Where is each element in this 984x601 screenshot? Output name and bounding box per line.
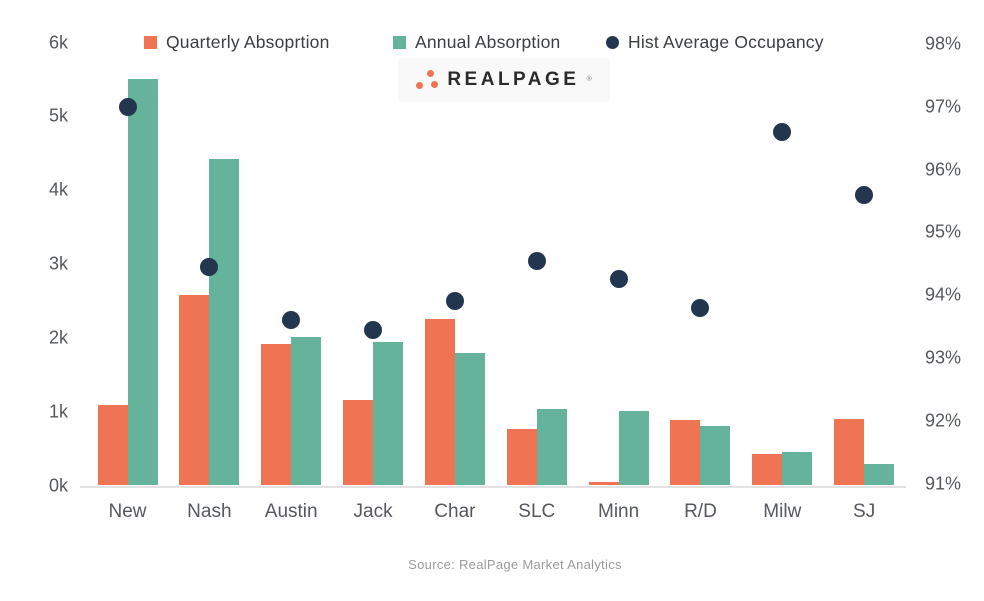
bar-annual-new	[127, 79, 158, 486]
dot-occupancy-milw	[773, 122, 792, 141]
x-label-slc: SLC	[518, 501, 556, 522]
y-axis-left-tick-0k: 0k	[48, 475, 68, 495]
x-label-milw: Milw	[763, 501, 802, 522]
bar-quarterly-minn	[588, 481, 619, 486]
legend-item-quarterly-absorption: Quarterly Absoprtion	[144, 31, 330, 53]
hist-occupancy-dot-icon	[606, 35, 619, 49]
dot-occupancy-austin	[282, 311, 301, 330]
y-axis-right-tick-98-: 98%	[925, 33, 962, 54]
bar-annual-milw	[782, 452, 813, 486]
dot-occupancy-slc	[527, 251, 546, 270]
realpage-logo-text: REALPAGE	[447, 69, 580, 90]
bar-quarterly-milw	[752, 453, 783, 486]
y-axis-left-tick-4k: 4k	[48, 179, 68, 200]
bar-annual-austin	[291, 337, 322, 486]
y-axis-left-tick-2k: 2k	[48, 327, 68, 348]
bar-quarterly-char	[424, 318, 455, 486]
y-axis-right-tick-91-: 91%	[925, 473, 962, 493]
source-note: Source: RealPage Market Analytics	[408, 557, 622, 572]
bar-annual-minn	[618, 410, 649, 486]
dot-occupancy-char	[445, 292, 464, 311]
legend-item-annual-absorption: Annual Absorption	[393, 31, 560, 53]
x-label-r-d: R/D	[684, 501, 717, 522]
y-axis-right-tick-93-: 93%	[925, 347, 962, 368]
dot-occupancy-nash	[200, 257, 219, 276]
bar-annual-slc	[536, 409, 567, 486]
bar-annual-r-d	[700, 426, 731, 486]
bar-annual-jack	[373, 341, 404, 486]
x-label-minn: Minn	[598, 501, 640, 522]
bar-quarterly-slc	[506, 428, 537, 486]
y-axis-left-tick-5k: 5k	[48, 105, 68, 126]
registered-trademark-icon: ®	[586, 76, 592, 83]
y-axis-left-tick-1k: 1k	[48, 401, 68, 422]
bar-annual-char	[454, 352, 485, 486]
y-axis-right-tick-95-: 95%	[925, 221, 962, 242]
y-axis-left-tick-6k: 6k	[48, 32, 68, 52]
dot-occupancy-r-d	[691, 298, 710, 317]
legend-label-annual: Annual Absorption	[415, 31, 561, 52]
realpage-dots-icon	[416, 70, 440, 90]
bar-quarterly-sj	[834, 419, 865, 486]
x-label-sj: SJ	[853, 501, 876, 522]
quarterly-absorption-swatch-icon	[144, 35, 157, 49]
dot-occupancy-sj	[855, 185, 874, 204]
y-axis-right-tick-96-: 96%	[925, 159, 962, 179]
y-axis-right-tick-97-: 97%	[925, 96, 962, 117]
x-label-austin: Austin	[264, 501, 318, 522]
bar-quarterly-new	[97, 405, 128, 486]
dot-occupancy-new	[118, 97, 137, 116]
x-label-char: Char	[434, 501, 476, 522]
x-label-new: New	[108, 501, 147, 522]
x-axis-baseline	[80, 486, 906, 488]
legend-label-occupancy: Hist Average Occupancy	[628, 31, 824, 52]
bar-quarterly-austin	[261, 343, 292, 486]
bar-annual-sj	[864, 464, 895, 486]
realpage-logo: REALPAGE ®	[398, 58, 610, 102]
annual-absorption-swatch-icon	[393, 35, 406, 49]
y-axis-left-tick-3k: 3k	[48, 253, 68, 274]
legend-label-quarterly: Quarterly Absoprtion	[166, 31, 330, 52]
x-label-jack: Jack	[353, 501, 393, 522]
y-axis-right-tick-92-: 92%	[925, 410, 962, 431]
dot-occupancy-jack	[364, 320, 383, 339]
bar-quarterly-nash	[179, 295, 210, 486]
dot-occupancy-minn	[609, 270, 628, 289]
bar-annual-nash	[209, 159, 240, 486]
legend-item-hist-occupancy: Hist Average Occupancy	[606, 31, 824, 53]
y-axis-right-tick-94-: 94%	[925, 284, 962, 305]
bar-quarterly-r-d	[670, 419, 701, 486]
bar-quarterly-jack	[343, 399, 374, 486]
x-label-nash: Nash	[187, 501, 232, 522]
